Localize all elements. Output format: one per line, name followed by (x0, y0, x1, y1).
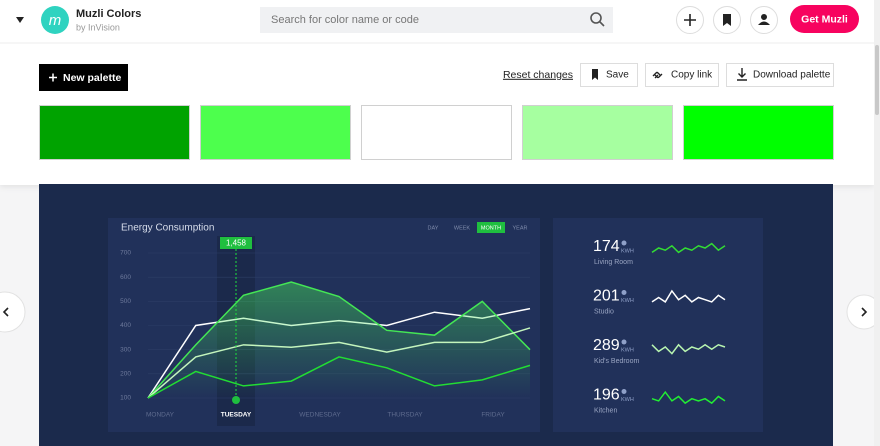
room-name: Living Room (594, 259, 633, 266)
unit-dot (621, 290, 627, 295)
tooltip-box (220, 237, 252, 249)
download-button[interactable] (726, 63, 834, 87)
series-line (147, 356, 531, 399)
range-tab[interactable]: WEEK (454, 225, 471, 231)
room-trend (651, 242, 726, 254)
range-tab[interactable]: MONTH (481, 225, 501, 231)
logo[interactable] (41, 6, 69, 34)
search-placeholder: Search for color name or code (271, 14, 419, 26)
unit-dot (621, 389, 627, 394)
color-swatch[interactable] (39, 105, 190, 160)
tooltip-label: 1,458 (226, 239, 247, 248)
x-tick-label: TUESDAY (221, 412, 252, 419)
room-name: Kid's Bedroom (594, 358, 639, 365)
download-icon (737, 68, 747, 81)
search-icon[interactable] (590, 12, 605, 27)
add-icon (684, 14, 696, 26)
save-label: Save (606, 70, 629, 81)
color-swatch[interactable] (522, 105, 673, 160)
range-tab[interactable]: DAY (428, 225, 439, 231)
room-trend (651, 289, 726, 303)
scrollbar-thumb[interactable] (875, 45, 879, 115)
room-name: Studio (594, 308, 614, 315)
range-tab[interactable]: YEAR (513, 225, 528, 231)
user-icon (758, 14, 770, 25)
next-button[interactable] (846, 294, 880, 330)
rooms-card (553, 218, 763, 432)
download-label: Download palette (753, 70, 831, 81)
save-icon (592, 69, 598, 80)
room-trend (651, 343, 726, 355)
copy-link-label: Copy link (671, 70, 713, 81)
get-muzli-button[interactable] (790, 5, 859, 33)
room-name: Kitchen (594, 407, 617, 414)
color-swatch[interactable] (361, 105, 512, 160)
reset-link[interactable]: Reset changes (503, 69, 573, 81)
room-value: 174 (593, 238, 620, 255)
room-value: 196 (593, 387, 620, 404)
series-line (147, 327, 531, 399)
room-unit: KWH (621, 397, 634, 403)
next-icon (861, 307, 868, 317)
energy-chart: DAY WEEK MONTH YEAR 100 200 300 400 500 600 700 MON… (120, 222, 531, 426)
search-box[interactable] (260, 7, 613, 33)
room-trend (651, 390, 726, 405)
scrollbar (874, 0, 880, 446)
brand: Muzli Colors (76, 8, 141, 20)
y-tick-label: 200 (120, 371, 131, 378)
cursor-dot (232, 396, 240, 404)
unit-dot (621, 339, 627, 345)
x-tick-label: THURSDAY (387, 412, 423, 419)
previous-icon (2, 307, 9, 317)
y-tick-label: 100 (120, 395, 131, 402)
series-line (147, 281, 531, 399)
previous-button[interactable] (0, 291, 26, 333)
room-unit: KWH (621, 298, 634, 304)
series-area (148, 282, 530, 398)
get-muzli-label: Get Muzli (801, 13, 848, 25)
x-tick-label: FRIDAY (481, 412, 505, 419)
room-value: 289 (593, 337, 620, 354)
y-tick-label: 500 (120, 298, 131, 305)
color-swatch[interactable] (200, 105, 351, 160)
x-tick-label: MONDAY (146, 412, 175, 419)
bookmark-icon (723, 14, 731, 26)
chart-title: Energy Consumption (121, 223, 214, 234)
y-tick-label: 300 (120, 346, 131, 353)
logo-mark: m (49, 12, 62, 29)
y-tick-label: 600 (120, 274, 131, 281)
room-unit: KWH (621, 248, 634, 254)
byline: by InVision (76, 22, 120, 32)
room-unit: KWH (621, 347, 634, 353)
x-tick-label: WEDNESDAY (299, 412, 341, 419)
swatches (39, 105, 834, 160)
plus-icon (49, 73, 57, 82)
copy-link-button[interactable] (645, 63, 719, 87)
unit-dot (621, 240, 627, 246)
room-value: 201 (593, 288, 620, 305)
link-icon (652, 71, 663, 79)
y-tick-label: 400 (120, 322, 131, 329)
color-swatch[interactable] (683, 105, 834, 160)
active-tab[interactable] (477, 222, 505, 233)
new-palette-label: New palette (63, 72, 122, 84)
menu-toggle[interactable] (16, 17, 24, 23)
y-tick-label: 700 (120, 250, 131, 257)
